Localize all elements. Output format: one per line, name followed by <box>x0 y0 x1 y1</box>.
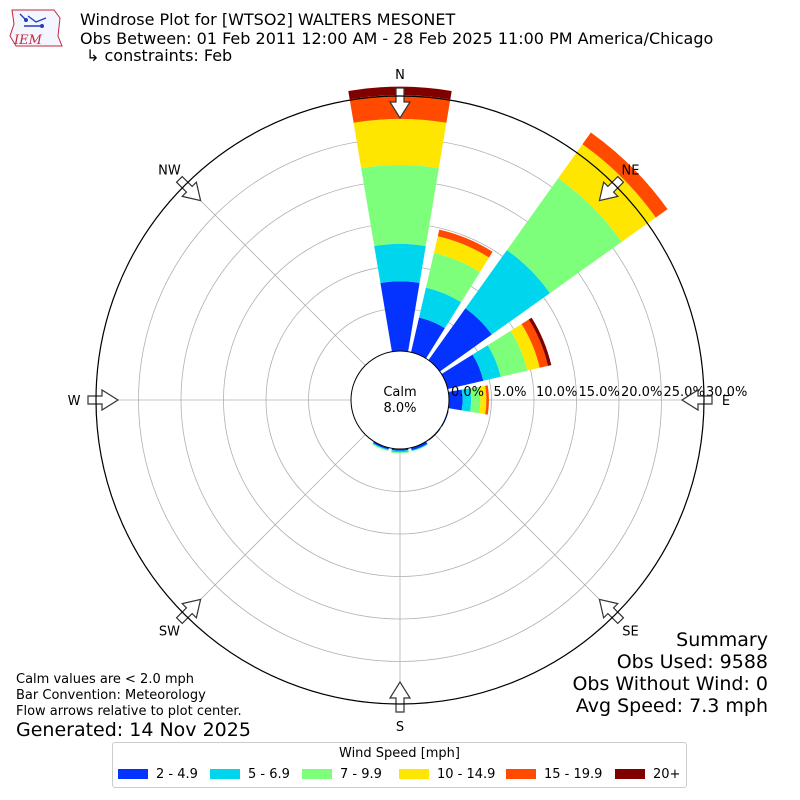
wind-bar-segment <box>428 308 492 372</box>
wind-bar-segment <box>411 443 428 452</box>
radial-tick-label: 30.0% <box>706 385 747 400</box>
flow-arrow-icon <box>175 175 202 202</box>
axis-line <box>184 434 366 616</box>
wind-bar-segment <box>361 164 439 247</box>
compass-label: SW <box>159 625 180 640</box>
compass-label: E <box>722 394 730 409</box>
legend-item: 10 - 14.9 <box>399 767 495 782</box>
legend-item: 20+ <box>615 767 680 782</box>
radial-tick-label: 0.0% <box>451 385 484 400</box>
wind-bar-segment <box>487 330 528 377</box>
summary-avg-speed: Avg Speed: 7.3 mph <box>575 695 768 717</box>
obs-range: Obs Between: 01 Feb 2011 12:00 AM - 28 F… <box>80 29 714 48</box>
wind-bar-segment <box>485 385 489 415</box>
wind-bar-segment <box>433 236 490 272</box>
wind-bar-segment <box>506 178 622 294</box>
wind-bar-segment <box>391 450 409 453</box>
wind-bar-segment <box>470 386 481 414</box>
axis-line <box>434 434 616 616</box>
wind-bar-segment <box>472 345 501 381</box>
calm-circle <box>350 350 450 450</box>
compass-label: N <box>395 68 405 83</box>
wind-bar-segment <box>528 317 552 366</box>
compass-label: S <box>396 720 404 735</box>
flow-arrow-icon <box>87 388 120 412</box>
wind-bar-segment <box>582 132 668 218</box>
legend-swatch <box>210 769 240 779</box>
logo-text: IEM <box>13 33 43 48</box>
compass-label: NE <box>622 163 640 178</box>
wind-bar-segment <box>510 324 540 371</box>
flow-arrow-icon <box>598 598 625 625</box>
calm-note: Calm values are < 2.0 mph <box>16 672 195 687</box>
legend-item: 2 - 4.9 <box>118 767 198 782</box>
bars-layer <box>348 86 668 454</box>
legend-label: 10 - 14.9 <box>437 767 496 782</box>
generated-date: Generated: 14 Nov 2025 <box>16 719 251 741</box>
outer-ring <box>95 95 705 705</box>
iem-logo: IEM <box>9 9 63 48</box>
legend-item: 5 - 6.9 <box>210 767 290 782</box>
wind-bar-segment <box>374 243 426 283</box>
flow-arrows <box>87 87 713 713</box>
constraints: ↳ constraints: Feb <box>86 46 233 65</box>
wind-bar-segment <box>448 389 463 411</box>
summary-obs-without-wind: Obs Without Wind: 0 <box>572 673 768 695</box>
wind-bar-segment <box>411 441 428 451</box>
wind-bar-segment <box>465 250 550 335</box>
calm-value: 8.0% <box>383 401 416 416</box>
legend-swatch <box>399 769 429 779</box>
compass-label: SE <box>622 625 638 640</box>
axis-line <box>184 184 366 366</box>
legend-item: 7 - 9.9 <box>302 767 382 782</box>
compass-label: W <box>68 394 81 409</box>
calm-layer: Calm 8.0% <box>350 350 450 450</box>
legend-swatch <box>118 769 148 779</box>
legend-label: 15 - 19.9 <box>544 767 603 782</box>
chart-title: Windrose Plot for [WTSO2] WALTERS MESONE… <box>80 10 456 29</box>
flow-arrow-icon <box>388 680 412 713</box>
flow-arrow-icon <box>388 87 412 120</box>
wind-bar-segment <box>411 317 445 359</box>
wind-bar-segment <box>353 118 447 169</box>
calm-label: Calm <box>383 385 416 400</box>
legend-item: 15 - 19.9 <box>506 767 602 782</box>
legend-label: 7 - 9.9 <box>340 767 382 782</box>
compass-labels: N NE E SE S SW W NW <box>68 68 731 735</box>
legend: Wind Speed [mph] 2 - 4.9 5 - 6.9 7 - 9.9… <box>112 742 687 788</box>
legend-label: 2 - 4.9 <box>156 767 198 782</box>
legend-label: 20+ <box>653 767 681 782</box>
summary-obs-used: Obs Used: 9588 <box>616 651 768 673</box>
wind-bar-segment <box>391 451 409 454</box>
radial-tick-label: 20.0% <box>621 385 662 400</box>
flow-arrow-icon <box>175 598 202 625</box>
radial-tick-label: 10.0% <box>536 385 577 400</box>
wind-bar-segment <box>372 443 389 452</box>
flow-arrows-note: Flow arrows relative to plot center. <box>16 704 242 719</box>
legend-title: Wind Speed [mph] <box>339 746 460 761</box>
legend-swatch <box>506 769 536 779</box>
wind-bar-segment <box>419 287 462 329</box>
wind-bar-segment <box>441 354 484 389</box>
bar-convention-note: Bar Convention: Meteorology <box>16 688 206 703</box>
wind-bar-segment <box>425 252 481 303</box>
radial-tick-label: 5.0% <box>494 385 527 400</box>
wind-bar-segment <box>461 388 472 412</box>
wind-bar-segment <box>437 229 493 258</box>
flow-arrow-icon <box>680 388 713 412</box>
wind-bar-segment <box>479 385 487 415</box>
wind-bar-segment <box>521 319 548 368</box>
compass-label: NW <box>158 163 181 178</box>
flow-arrow-icon <box>598 175 625 202</box>
summary-heading: Summary <box>676 629 768 651</box>
radial-tick-label: 15.0% <box>579 385 620 400</box>
legend-swatch <box>615 769 645 779</box>
wind-bar-segment <box>372 442 389 451</box>
wind-bar-segment <box>380 281 420 352</box>
legend-label: 5 - 6.9 <box>248 767 290 782</box>
legend-swatch <box>302 769 332 779</box>
